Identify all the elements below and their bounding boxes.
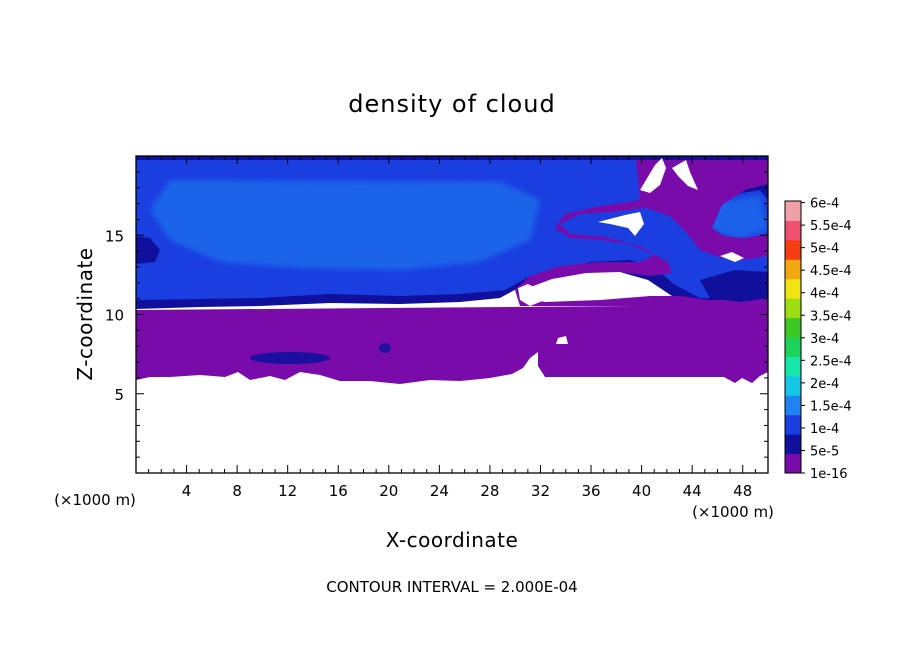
colorbar-swatch <box>785 259 801 280</box>
upper-cloud-layer <box>136 156 768 309</box>
colorbar-label: 3.5e-4 <box>810 309 852 324</box>
colorbar-labels: 1e-16 5e-5 1e-4 1.5e-4 2e-4 2.5e-4 3e-4 3.5e-4 4… <box>801 197 852 482</box>
colorbar-swatch <box>785 434 801 455</box>
colorbar-swatch <box>785 239 801 260</box>
x-tick-label: 20 <box>379 482 398 500</box>
x-tick-label: 16 <box>329 482 348 500</box>
x-axis-label: X-coordinate <box>386 528 519 552</box>
colorbar-swatch <box>785 317 801 338</box>
colorbar-label: 4e-4 <box>810 287 839 302</box>
lower-cloud-layer <box>136 305 768 384</box>
plot-area <box>136 156 768 473</box>
x-tick-labels: 4 8 12 16 20 24 28 32 36 40 44 48 <box>182 482 752 500</box>
x-tick-label: 4 <box>182 482 192 500</box>
x-tick-label: 32 <box>531 482 550 500</box>
x-tick-label: 40 <box>632 482 651 500</box>
colorbar <box>784 200 802 474</box>
colorbar-label: 5.5e-4 <box>810 219 852 234</box>
y-tick-labels: 5 10 15 <box>105 227 124 404</box>
cloud-gaps <box>518 158 744 344</box>
dark-band-feature <box>250 352 330 364</box>
colorbar-swatch <box>785 395 801 416</box>
dark-spot-feature <box>379 343 391 353</box>
colorbar-swatch <box>785 220 801 241</box>
z-unit-label: (×1000 m) <box>54 491 136 509</box>
x-tick-label: 48 <box>733 482 752 500</box>
colorbar-swatch <box>785 298 801 319</box>
colorbar-label: 2e-4 <box>810 377 839 392</box>
colorbar-label: 5e-4 <box>810 242 839 257</box>
colorbar-label: 4.5e-4 <box>810 264 852 279</box>
colorbar-swatch <box>785 414 801 435</box>
y-tick-label: 15 <box>105 227 124 245</box>
contour-interval-note: CONTOUR INTERVAL = 2.000E-04 <box>326 578 577 596</box>
colorbar-label: 5e-5 <box>810 444 839 459</box>
colorbar-swatch <box>785 201 801 221</box>
colorbar-frame <box>784 200 802 474</box>
colorbar-swatch <box>785 375 801 396</box>
x-tick-label: 28 <box>480 482 499 500</box>
x-tick-label: 12 <box>278 482 297 500</box>
frame-ticks <box>136 156 768 473</box>
x-tick-label: 8 <box>232 482 242 500</box>
colorbar-swatch <box>785 278 801 299</box>
y-axis-label: Z-coordinate <box>73 247 97 380</box>
x-unit-label: (×1000 m) <box>692 503 774 521</box>
colorbar-label: 2.5e-4 <box>810 354 852 369</box>
x-tick-label: 44 <box>683 482 702 500</box>
colorbar-swatch <box>785 453 801 474</box>
colorbar-label: 1e-4 <box>810 422 839 437</box>
y-tick-label: 10 <box>105 307 124 325</box>
colorbar-swatch <box>785 356 801 377</box>
colorbar-label: 1.5e-4 <box>810 399 852 414</box>
colorbar-swatch <box>785 337 801 357</box>
y-tick-label: 5 <box>114 386 124 404</box>
x-tick-label: 36 <box>581 482 600 500</box>
colorbar-label: 3e-4 <box>810 332 839 347</box>
colorbar-label: 6e-4 <box>810 197 839 212</box>
colorbar-label: 1e-16 <box>810 467 848 482</box>
chart-title: density of cloud <box>348 90 555 118</box>
x-tick-label: 24 <box>430 482 449 500</box>
